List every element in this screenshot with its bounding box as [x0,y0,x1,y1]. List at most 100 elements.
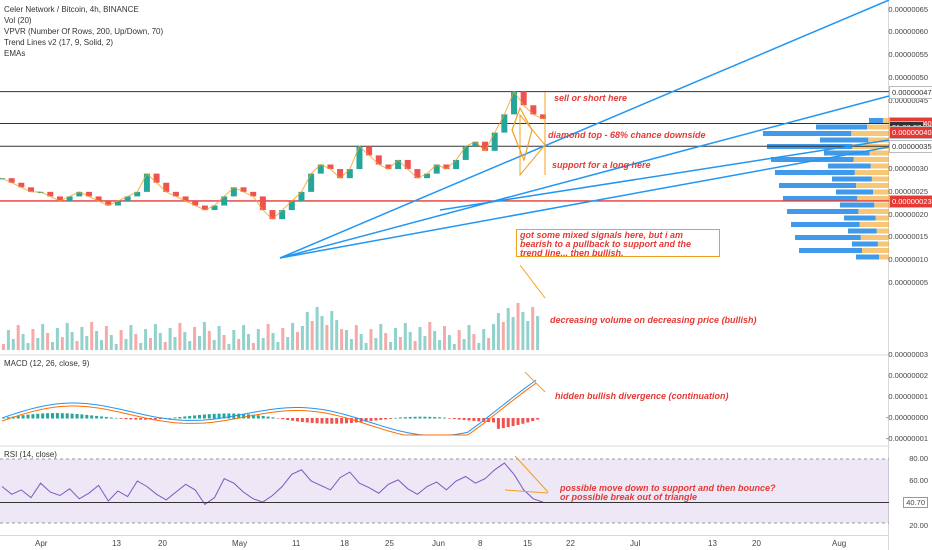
trend-lines [279,0,890,259]
vpvr-up [848,228,877,234]
trend-line [279,95,890,259]
annotation-diamond[interactable]: diamond top - 68% chance downside [548,130,706,140]
vpvr-up [775,170,855,175]
vpvr-up [856,254,880,260]
candle [443,164,450,170]
annotation-rsi-1[interactable]: possible move down to support and then b… [560,483,776,493]
annotation-rsi-2[interactable]: or possible break out of triangle [560,492,698,502]
macd-bar [462,418,466,420]
volume-bar [394,328,397,350]
volume-bar [70,332,74,350]
volume-bar [403,323,407,350]
vpvr-down [876,228,889,234]
annotation-sell[interactable]: sell or short here [554,93,628,103]
vpvr-down [862,248,889,253]
vpvr-down [877,241,889,247]
x-tick-label: 22 [566,539,575,548]
macd-bar [349,418,353,423]
price-tick-label: 0.00000065 [888,4,928,14]
arrow-macd [524,371,546,393]
volume-bar [457,330,461,350]
macd-bar [477,418,481,422]
macd-bar [217,413,221,419]
macd-bar [472,418,476,421]
macd-bar [261,415,265,419]
annotation-macd[interactable]: hidden bullish divergence (continuation) [555,391,729,401]
candle [520,91,527,106]
vpvr-up [852,241,878,247]
macd-bar [178,416,182,419]
volume-bar [51,342,54,350]
macd-bar [207,414,211,419]
candle [453,159,460,170]
macd-bar [413,416,417,419]
legend-volume[interactable]: Vol (20) [4,16,32,25]
volume-bar [423,336,427,350]
annotation-support[interactable]: support for a long here [552,160,651,170]
volume-bar [232,330,236,350]
candle [404,159,411,170]
trend-line [439,139,890,211]
annotation-volume[interactable]: decreasing volume on decreasing price (b… [550,315,757,325]
macd-line [1,379,537,436]
candle [201,205,208,211]
macd-bar [418,416,422,419]
macd-bar [237,413,241,419]
rsi-tick-label: 40.70 [903,497,928,509]
vpvr-up [824,150,870,156]
price-tick-label: 0.00000015 [888,232,928,242]
rsi-legend[interactable]: RSI (14, close) [4,450,57,459]
volume-bar [477,343,481,350]
volume-bar [315,307,319,350]
macd-bar [438,417,442,419]
macd-bar [212,413,216,419]
arrow-rsi [514,455,549,493]
macd-bar [281,418,285,420]
annotation-note[interactable]: got some mixed signals here, but i am be… [516,229,720,258]
x-tick-label: Apr [35,539,48,548]
legend-symbol[interactable]: Celer Network / Bitcoin, 4h, BINANCE [4,5,139,14]
vpvr-down [851,131,889,136]
volume-bar [492,324,495,350]
volume-bar [149,338,152,350]
macd-bar [173,417,177,419]
volume-bar [251,343,255,350]
vpvr-down [859,222,889,227]
legend-vpvr[interactable]: VPVR (Number Of Rows, 200, Up/Down, 70) [4,27,164,36]
macd-bar [408,416,412,419]
vpvr-up [795,235,861,240]
candle [211,205,218,211]
candle [298,191,305,201]
price-tick-label: 0.00000010 [888,255,928,265]
macd-legend[interactable]: MACD (12, 26, close, 9) [4,359,90,368]
volume-bar [222,335,226,350]
macd-bar [134,418,138,420]
macd-bar [266,416,270,419]
candle [66,196,73,201]
macd-bar [531,418,535,422]
macd-bar [467,418,471,421]
volume-bar [202,322,206,350]
vpvr-down [856,183,889,188]
macd-bar [75,413,79,419]
volume-bar [26,343,30,350]
candle [395,159,402,170]
volume-bar [531,307,535,350]
volume-bar [173,337,177,350]
ema-line [1,90,544,220]
macd-bar [31,414,35,419]
vpvr-down [873,189,889,195]
volume-bar [276,342,280,350]
volume-bar [75,341,79,350]
legend-emas[interactable]: EMAs [4,49,26,58]
volume-bar [85,336,89,350]
volume-bar [60,337,64,350]
volume-bar [516,303,520,350]
rsi-tick-label: 20.00 [909,520,928,530]
volume-bar [139,343,143,350]
candle [530,105,537,115]
volume-bar [36,338,40,350]
volume-bar [511,317,515,350]
legend-trend[interactable]: Trend Lines v2 (17, 9, Solid, 2) [4,38,114,47]
price-series [0,90,546,220]
